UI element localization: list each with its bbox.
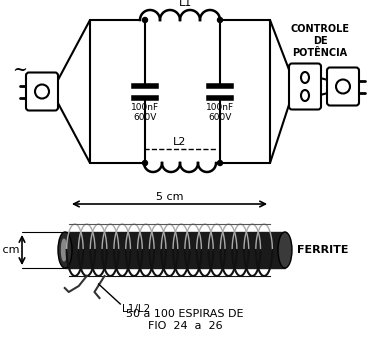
- Text: 50 a 100 ESPIRAS DE
FIO  24  a  26: 50 a 100 ESPIRAS DE FIO 24 a 26: [126, 309, 244, 331]
- Circle shape: [217, 18, 223, 23]
- FancyBboxPatch shape: [289, 63, 321, 110]
- Ellipse shape: [62, 239, 66, 261]
- Circle shape: [142, 18, 147, 23]
- Circle shape: [142, 160, 147, 165]
- Ellipse shape: [278, 232, 292, 268]
- Text: 100nF
600V: 100nF 600V: [131, 102, 159, 122]
- Text: L1: L1: [178, 0, 192, 8]
- Circle shape: [35, 84, 49, 98]
- FancyBboxPatch shape: [327, 68, 359, 106]
- Ellipse shape: [301, 90, 309, 101]
- Text: ~: ~: [13, 61, 27, 78]
- Text: L2: L2: [173, 137, 187, 147]
- Bar: [65, 232, 285, 268]
- Text: L1/L2: L1/L2: [122, 304, 150, 314]
- Text: 1 cm: 1 cm: [0, 245, 20, 255]
- FancyBboxPatch shape: [26, 73, 58, 111]
- Circle shape: [217, 160, 223, 165]
- Text: 100nF
600V: 100nF 600V: [206, 102, 234, 122]
- Ellipse shape: [58, 232, 72, 268]
- Ellipse shape: [301, 72, 309, 83]
- Text: 5 cm: 5 cm: [156, 192, 183, 202]
- Circle shape: [336, 79, 350, 93]
- Text: CONTROLE
DE
POTÊNCIA: CONTROLE DE POTÊNCIA: [290, 24, 350, 58]
- Text: FERRITE: FERRITE: [297, 245, 348, 255]
